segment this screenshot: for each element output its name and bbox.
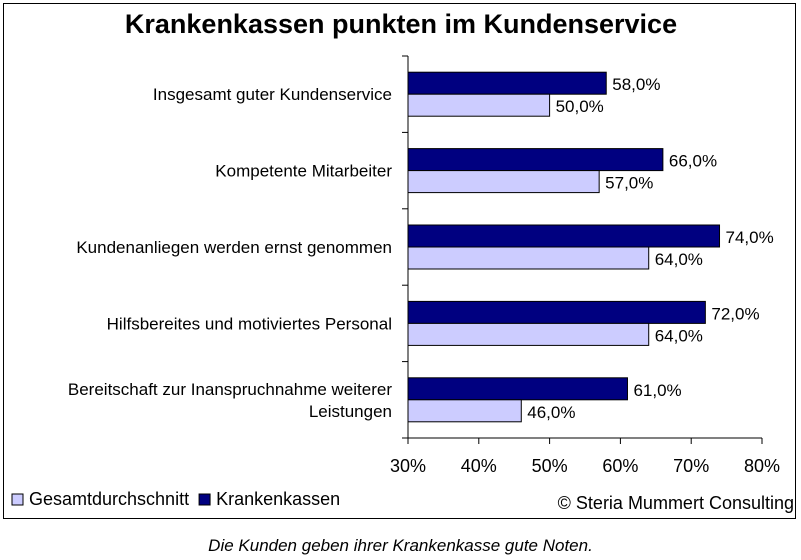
category-label: Kompetente Mitarbeiter <box>215 162 392 181</box>
data-label: 46,0% <box>527 403 575 422</box>
x-tick-label: 40% <box>461 456 497 476</box>
data-label: 64,0% <box>655 250 703 269</box>
source-credit: © Steria Mummert Consulting <box>558 493 794 513</box>
bar-gesamtdurchschnitt <box>407 322 650 346</box>
category-label: Hilfsbereites und motiviertes Personal <box>107 314 392 333</box>
category-label: Leistungen <box>309 402 392 421</box>
category-label: Insgesamt guter Kundenservice <box>153 85 392 104</box>
bar-gesamtdurchschnitt <box>407 399 522 423</box>
legend-label: Krankenkassen <box>216 489 340 509</box>
bar-krankenkassen <box>407 377 628 401</box>
data-label: 50,0% <box>556 97 604 116</box>
plot-area: 30% 40% 50% 60% 70% 80% Insgesamt guter Kunden… <box>68 55 780 476</box>
data-label: 66,0% <box>669 152 717 171</box>
bar-krankenkassen <box>407 71 607 95</box>
x-tick-label: 50% <box>532 456 568 476</box>
caption: Die Kunden geben ihrer Krankenkasse gute… <box>208 536 593 555</box>
bar-gesamtdurchschnitt <box>407 93 551 117</box>
bar-gesamtdurchschnitt <box>407 170 600 194</box>
chart-title: Krankenkassen punkten im Kundenservice <box>125 9 677 39</box>
bar-krankenkassen <box>407 300 706 324</box>
x-tick-label: 30% <box>390 456 426 476</box>
x-tick-label: 80% <box>744 456 780 476</box>
legend: Gesamtdurchschnitt Krankenkassen <box>11 489 340 509</box>
data-label: 58,0% <box>612 75 660 94</box>
chart-frame <box>3 3 796 519</box>
data-label: 64,0% <box>655 326 703 345</box>
data-label: 72,0% <box>711 304 759 323</box>
bar-krankenkassen <box>407 148 664 172</box>
category-label: Bereitschaft zur Inanspruchnahme weitere… <box>68 380 392 399</box>
legend-label: Gesamtdurchschnitt <box>29 489 189 509</box>
category-label: Kundenanliegen werden ernst genommen <box>76 238 392 257</box>
bar-gesamtdurchschnitt <box>407 246 650 270</box>
x-tick-label: 60% <box>602 456 638 476</box>
data-label: 74,0% <box>726 228 774 247</box>
data-label: 61,0% <box>633 381 681 400</box>
x-tick-label: 70% <box>673 456 709 476</box>
legend-swatch <box>11 493 24 506</box>
bar-krankenkassen <box>407 224 721 248</box>
legend-swatch <box>198 493 211 506</box>
data-label: 57,0% <box>605 174 653 193</box>
